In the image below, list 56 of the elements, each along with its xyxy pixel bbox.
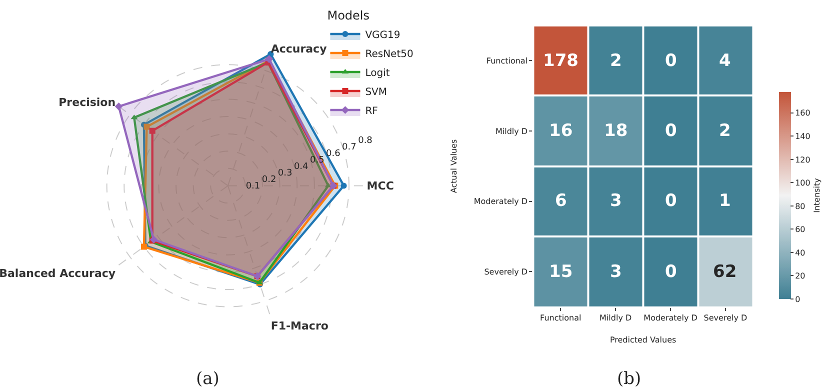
spoke-label: Precision: [58, 96, 116, 109]
color-bar-label: 20: [795, 272, 806, 281]
y-tick-label: 0.4: [294, 162, 309, 172]
legend-title: Models: [327, 8, 370, 23]
data-label: 0: [665, 191, 677, 211]
text: (b): [617, 369, 642, 389]
y-tick-label: Moderately D: [474, 197, 528, 206]
y-axis-title: Actual Values: [450, 139, 459, 194]
x-tick-label: Functional: [540, 314, 582, 323]
x-axis-title: Predicted Values: [610, 336, 676, 345]
x-tick-label: Severely D: [704, 314, 748, 323]
x-tick-label: Moderately D: [644, 314, 698, 323]
spoke-label: F1-Macro: [270, 319, 329, 332]
y-tick-label: Functional: [486, 56, 528, 66]
y-tick-label: 0.7: [342, 142, 356, 153]
data-label: 18: [604, 121, 628, 141]
legend-label: Logit: [365, 68, 390, 79]
data-label: 3: [610, 262, 622, 282]
data-label: 0: [665, 51, 677, 71]
spoke-label: Accuracy: [270, 42, 327, 56]
y-tick-label: 0.3: [278, 168, 292, 178]
x-tick-label: Mildly D: [600, 314, 632, 323]
data-label: 2: [610, 51, 622, 71]
color-bar-title: Intensity: [812, 178, 822, 213]
data-label: 0: [665, 121, 677, 141]
legend-label: SVM: [365, 86, 388, 98]
color-bar-label: 80: [795, 202, 806, 211]
data-label: 2: [719, 121, 731, 141]
spoke-label: MCC: [366, 180, 394, 193]
color-bar-label: 40: [795, 248, 806, 258]
data-label: 1: [719, 191, 731, 211]
data-label: 16: [549, 121, 573, 141]
color-bar-label: 140: [795, 132, 810, 141]
data-label: 4: [719, 51, 731, 71]
legend-label: VGG19: [365, 30, 400, 41]
color-bar-label: 60: [795, 225, 806, 234]
data-label: 0: [665, 262, 677, 282]
y-tick-label: Mildly D: [495, 126, 528, 136]
color-bar-label: 120: [795, 155, 810, 164]
data-label: 62: [713, 262, 737, 282]
legend-label: RF: [365, 106, 378, 117]
y-tick-label: Severely D: [484, 268, 528, 277]
spoke-label: Balanced Accuracy: [0, 266, 116, 280]
data-label: 178: [543, 51, 578, 71]
color-bar-label: 100: [795, 178, 810, 188]
y-tick-label: 0.6: [326, 148, 341, 159]
data-label: 3: [610, 191, 622, 211]
y-tick-label: 0.1: [246, 181, 260, 192]
legend-label: ResNet50: [365, 48, 414, 60]
color-bar-label: 160: [795, 108, 810, 118]
data-label: 15: [549, 262, 573, 282]
data-label: 6: [555, 191, 567, 211]
text: (a): [196, 369, 220, 389]
color-bar-label: 0: [795, 294, 800, 304]
y-tick-label: 0.2: [262, 174, 276, 185]
y-tick-label: 0.8: [358, 136, 373, 146]
